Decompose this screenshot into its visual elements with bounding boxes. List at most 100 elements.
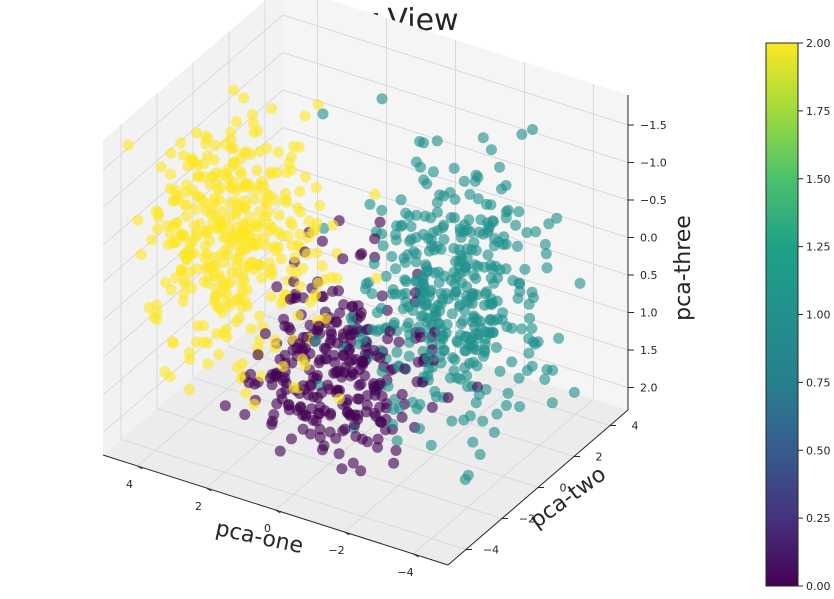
scatter-point-cluster-1 [420,299,432,311]
scatter-point-cluster-2 [210,139,222,151]
scatter-point-cluster-2 [190,127,202,139]
x-axis-label: pca-one [213,516,305,559]
scatter-point-cluster-2 [215,249,226,261]
scatter-point-cluster-1 [481,198,492,210]
scatter-point-cluster-0 [368,383,380,394]
scatter-point-cluster-1 [467,436,479,448]
scatter-point-cluster-2 [230,209,242,221]
scatter-point-cluster-2 [189,204,201,215]
scatter-point-cluster-1 [419,210,431,222]
scatter-point-cluster-0 [283,399,295,410]
scatter-point-cluster-1 [400,276,412,287]
scatter-point-cluster-1 [434,331,446,343]
scatter-point-cluster-2 [198,197,210,209]
scatter-point-cluster-2 [311,247,323,259]
scatter-point-cluster-2 [214,194,226,206]
scatter-point-cluster-0 [259,328,271,340]
scatter-point-cluster-1 [414,399,426,410]
scatter-point-cluster-0 [374,401,386,413]
scatter-point-cluster-1 [459,219,471,231]
scatter-point-cluster-2 [148,311,160,323]
scatter-point-cluster-0 [352,300,364,312]
scatter-point-cluster-2 [292,310,304,321]
scatter-point-cluster-2 [155,161,167,173]
scatter-point-cluster-2 [188,247,200,259]
scatter-point-cluster-0 [353,380,365,391]
scatter-point-cluster-1 [514,286,526,297]
scatter-point-cluster-0 [267,415,278,427]
scatter-point-cluster-2 [246,109,258,121]
colorbar-tick-label: 0.25 [806,512,831,525]
scatter-point-cluster-2 [211,223,223,235]
scatter-point-cluster-2 [266,103,278,115]
scatter-point-cluster-1 [528,336,539,348]
scatter-point-cluster-2 [238,92,250,104]
colorbar-tick-label: 1.75 [806,105,831,118]
scatter-point-cluster-2 [165,147,177,159]
scatter-point-cluster-0 [344,408,356,420]
scatter-point-cluster-1 [466,298,478,310]
scatter-point-cluster-2 [264,225,276,236]
scatter-point-cluster-2 [259,195,271,207]
scatter-point-cluster-1 [464,410,476,422]
scatter-point-cluster-0 [284,293,296,305]
scatter-point-cluster-2 [208,296,220,308]
scatter-point-cluster-1 [494,161,506,173]
scatter-point-cluster-2 [209,270,221,282]
scatter-point-cluster-0 [388,457,400,469]
scatter-point-cluster-1 [448,212,460,224]
scatter-point-cluster-1 [387,418,398,430]
scatter-point-cluster-1 [427,166,439,178]
scatter-point-cluster-1 [464,188,476,200]
scatter-point-cluster-1 [444,187,456,198]
z-tick-label: 0.0 [640,232,658,245]
scatter-point-cluster-2 [314,200,326,212]
scatter-point-cluster-2 [200,138,212,150]
scatter-point-cluster-2 [297,262,309,274]
colorbar-ticks: 0.00 0.25 0.50 0.75 1.00 1.25 1.50 1.75 2.00 [798,37,831,593]
colorbar-tick-label: 1.00 [806,309,831,322]
y-tick-label: 0 [560,482,567,495]
scatter-point-cluster-1 [477,415,489,427]
colorbar-tick-label: 1.25 [806,241,831,254]
scatter-point-cluster-0 [219,400,231,412]
scatter-point-cluster-1 [413,321,425,333]
scatter-point-cluster-0 [284,324,296,336]
scatter-point-cluster-2 [184,384,195,396]
z-axis-label: pca-three [671,215,696,321]
scatter-point-cluster-1 [514,401,526,413]
scatter-point-cluster-2 [226,182,238,194]
scatter-point-cluster-1 [368,258,380,270]
scatter-point-cluster-1 [494,264,506,276]
y-gridline-floor [156,408,503,519]
scatter-point-cluster-1 [418,174,430,186]
scatter-point-cluster-2 [256,272,268,284]
scatter-point-cluster-0 [319,342,330,354]
scatter-point-cluster-2 [221,288,233,300]
scatter-point-cluster-2 [255,370,267,382]
y-tick-label: 2 [596,451,603,464]
scatter-point-cluster-1 [438,234,450,245]
scatter-point-cluster-0 [325,326,337,337]
scatter-point-cluster-1 [500,400,512,411]
scatter-point-cluster-1 [467,356,479,368]
scatter-point-cluster-1 [475,214,487,226]
scatter-point-cluster-1 [551,212,563,224]
z-tick-label: 0.5 [640,269,658,282]
scatter-point-cluster-2 [327,219,339,231]
scatter-point-cluster-1 [448,266,460,278]
scatter-point-cluster-2 [161,220,173,232]
scatter-point-cluster-0 [314,431,326,443]
scatter-point-cluster-2 [199,261,211,273]
z-tick-label: −1.5 [640,119,667,132]
scatter-point-cluster-0 [331,316,343,328]
scatter-point-cluster-1 [474,449,486,460]
scatter-point-cluster-1 [371,325,383,337]
scatter-point-cluster-1 [422,353,434,364]
scatter-point-cluster-1 [376,93,388,105]
scatter-point-cluster-1 [403,317,414,329]
scatter-point-cluster-2 [289,252,301,264]
scatter-point-cluster-1 [546,397,558,409]
scatter-point-cluster-2 [310,289,322,301]
